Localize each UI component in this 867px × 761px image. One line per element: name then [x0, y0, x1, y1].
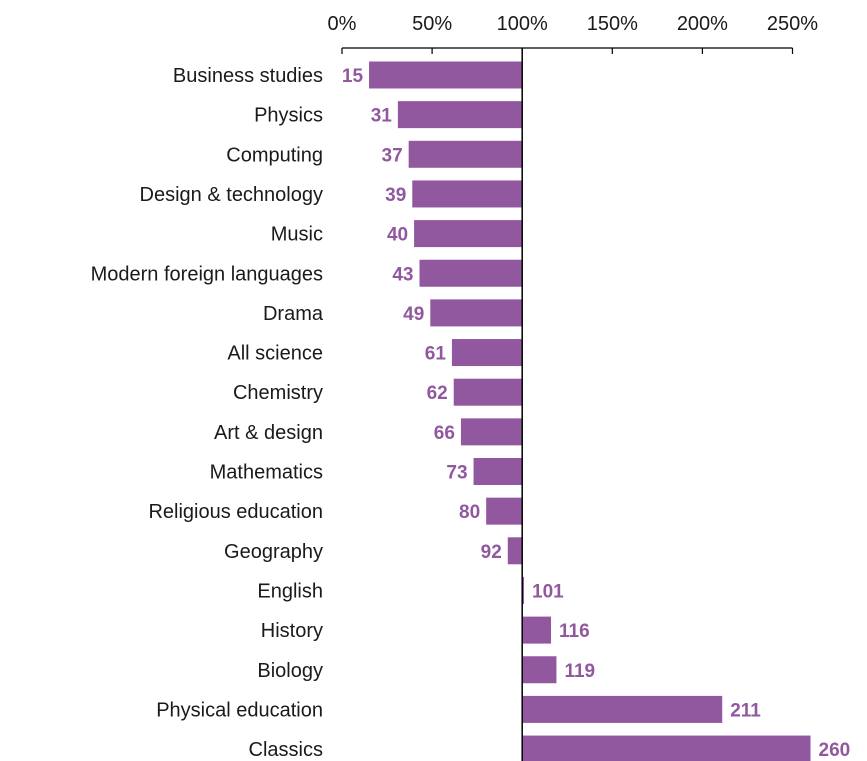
value-label-english: 101	[532, 581, 564, 602]
bar-religious-education	[486, 497, 523, 525]
value-label-physics: 31	[371, 106, 393, 127]
value-label-business-studies: 15	[342, 66, 364, 87]
category-labels: Business studies Physics Computing Design &…	[91, 65, 324, 761]
value-label-computing: 37	[382, 145, 403, 166]
value-label-art-and-design: 66	[434, 423, 455, 444]
category-label-music: Music	[271, 224, 323, 246]
category-label-modern-foreign-languages: Modern foreign languages	[91, 263, 323, 285]
bar-modern-foreign-languages	[419, 259, 523, 287]
category-label-all-science: All science	[227, 343, 323, 365]
bar-history	[522, 616, 552, 644]
bars	[369, 61, 811, 761]
bar-english	[522, 576, 525, 604]
bar-physics	[397, 101, 523, 129]
bar-drama	[430, 299, 523, 327]
bar-chemistry	[453, 378, 523, 406]
bar-geography	[507, 537, 523, 565]
x-tick-label: 150%	[587, 13, 638, 35]
category-label-physics: Physics	[254, 105, 323, 127]
bar-design-and-technology	[412, 180, 523, 208]
category-label-classics: Classics	[249, 739, 323, 761]
category-label-biology: Biology	[257, 660, 323, 682]
value-label-history: 116	[559, 621, 590, 642]
bar-all-science	[451, 339, 523, 367]
bar-classics	[522, 735, 811, 761]
x-tick-label: 200%	[677, 13, 728, 35]
category-label-history: History	[261, 620, 323, 642]
bar-physical-education	[522, 695, 723, 723]
x-tick-label: 100%	[497, 13, 548, 35]
bar-mathematics	[473, 458, 523, 485]
category-label-english: English	[257, 580, 323, 602]
value-label-drama: 49	[403, 304, 424, 325]
category-label-religious-education: Religious education	[148, 501, 323, 523]
x-tick-label: 50%	[412, 13, 452, 35]
category-label-business-studies: Business studies	[173, 65, 323, 87]
value-label-all-science: 61	[425, 344, 447, 365]
value-label-modern-foreign-languages: 43	[392, 264, 413, 285]
bar-computing	[408, 140, 523, 168]
category-label-drama: Drama	[263, 303, 324, 325]
category-label-mathematics: Mathematics	[210, 462, 323, 484]
value-label-music: 40	[387, 225, 408, 246]
value-label-religious-education: 80	[459, 502, 480, 523]
value-label-biology: 119	[564, 661, 595, 682]
value-label-classics: 260	[819, 740, 851, 761]
category-label-computing: Computing	[226, 144, 323, 166]
category-label-physical-education: Physical education	[156, 699, 323, 721]
category-label-chemistry: Chemistry	[233, 382, 323, 404]
value-label-design-and-technology: 39	[385, 185, 406, 206]
bar-biology	[522, 656, 557, 684]
x-axis: 0% 50% 100% 150% 200% 250%	[328, 13, 818, 54]
value-label-chemistry: 62	[427, 383, 448, 404]
value-label-mathematics: 73	[446, 463, 467, 484]
category-label-art-and-design: Art & design	[214, 422, 323, 444]
category-label-geography: Geography	[224, 541, 323, 563]
x-tick-label: 250%	[767, 13, 818, 35]
bar-music	[414, 220, 523, 248]
value-label-geography: 92	[481, 542, 502, 563]
bar-art-and-design	[460, 418, 523, 446]
bar-business-studies	[369, 61, 523, 89]
x-tick-label: 0%	[328, 13, 357, 35]
category-label-design-and-technology: Design & technology	[140, 184, 323, 206]
value-label-physical-education: 211	[730, 700, 761, 721]
